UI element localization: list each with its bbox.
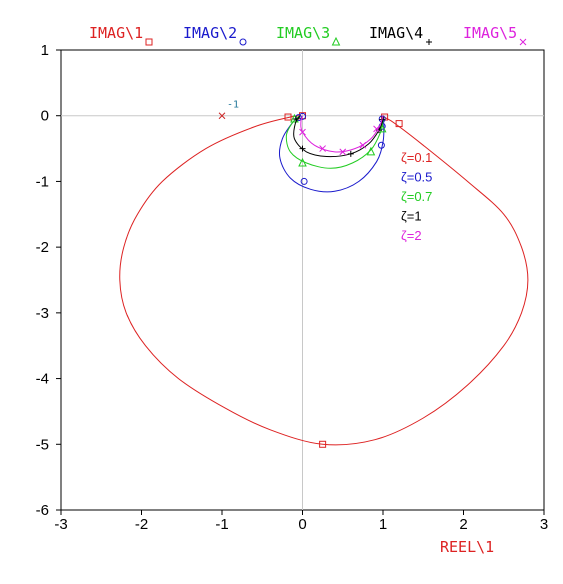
legend-entry-1: IMAG\1	[89, 24, 143, 42]
data-point-marker	[319, 440, 327, 448]
y-tick-label: -5	[36, 436, 49, 453]
data-point-marker	[373, 125, 380, 133]
series-line-3	[285, 115, 384, 169]
x-tick-label: 3	[540, 516, 548, 533]
data-point-marker	[426, 39, 432, 45]
y-tick-label: -3	[36, 305, 49, 322]
y-tick-label: 1	[41, 42, 49, 59]
data-point-marker	[359, 141, 367, 149]
series-line-1	[119, 115, 529, 446]
data-point-marker	[284, 113, 292, 121]
ticks: -3 -2 -1 0 1 2 3 1 0 -1 -2 -3 -4 -5 -6	[36, 42, 549, 533]
critical-point-label: -1	[227, 100, 239, 111]
data-point-marker	[293, 116, 300, 122]
y-tick-label: -4	[36, 371, 49, 388]
legend: IMAG\1 IMAG\2 IMAG\3 IMAG\4 IMAG\5	[89, 24, 527, 46]
data-point-marker	[239, 38, 247, 46]
x-tick-label: -3	[54, 516, 67, 533]
data-point-marker	[299, 128, 306, 136]
zeta-label-4: ζ=1	[401, 209, 422, 224]
series-line-2	[278, 115, 385, 193]
y-tick-label: -1	[36, 173, 49, 190]
data-point-marker	[300, 177, 308, 185]
zeta-labels: ζ=0.1 ζ=0.5 ζ=0.7 ζ=1 ζ=2	[401, 150, 432, 243]
zeta-label-1: ζ=0.1	[401, 150, 432, 165]
data-point-marker	[347, 150, 354, 157]
x-tick-label: -1	[215, 516, 228, 533]
series-line-4	[293, 115, 384, 158]
x-tick-label: 1	[379, 516, 387, 533]
legend-entry-5: IMAG\5	[463, 24, 517, 42]
data-point-marker	[366, 146, 376, 156]
critical-point: -1	[218, 100, 239, 120]
series-4	[293, 115, 386, 158]
y-tick-label: -2	[36, 239, 49, 256]
data-point-marker	[519, 38, 527, 46]
data-point-marker	[298, 157, 307, 167]
series-5	[299, 115, 384, 156]
data-point-marker	[331, 36, 341, 46]
data-point-marker	[299, 145, 306, 152]
series-line-5	[300, 115, 384, 153]
zeta-label-3: ζ=0.7	[401, 189, 432, 204]
x-tick-label: 0	[298, 516, 306, 533]
series-1	[119, 112, 529, 448]
legend-entry-4: IMAG\4	[369, 24, 423, 42]
data-point-marker	[319, 145, 326, 152]
legend-entry-3: IMAG\3	[276, 24, 330, 42]
data-point-marker	[145, 38, 153, 46]
y-tick-label: 0	[41, 108, 49, 125]
y-tick-label: -6	[36, 502, 49, 519]
x-axis-label: REEL\1	[440, 538, 494, 556]
data-point-marker	[395, 120, 403, 128]
x-tick-label: -2	[135, 516, 148, 533]
critical-point-marker	[218, 112, 226, 120]
zeta-label-5: ζ=2	[401, 228, 422, 243]
data-point-marker	[339, 148, 347, 156]
zeta-label-2: ζ=0.5	[401, 170, 432, 185]
x-tick-label: 2	[459, 516, 467, 533]
series-group	[119, 112, 529, 448]
legend-entry-2: IMAG\2	[183, 24, 237, 42]
data-point-marker	[377, 141, 385, 149]
